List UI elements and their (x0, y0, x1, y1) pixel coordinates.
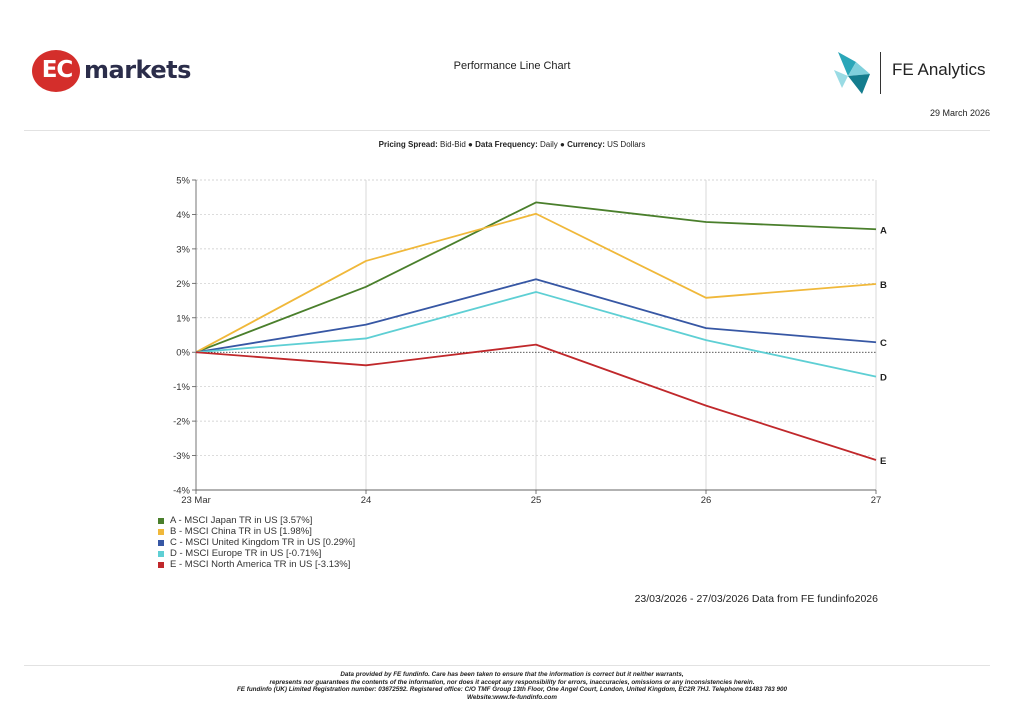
chart-legend: A - MSCI Japan TR in US [3.57%] B - MSCI … (158, 515, 355, 570)
fe-logo-text: FE Analytics (892, 60, 986, 79)
series-end-label: D (880, 373, 887, 384)
fe-analytics-logo: FE Analytics (832, 48, 992, 96)
currency-value: US Dollars (604, 140, 646, 149)
data-source-note: 23/03/2026 - 27/03/2026 Data from FE fun… (634, 593, 878, 605)
legend-swatch (158, 528, 164, 535)
x-tick-label: 24 (361, 495, 372, 506)
header-divider (24, 130, 990, 131)
disclaimer-line: Data provided by FE fundinfo. Care has b… (340, 671, 684, 678)
legend-item: E - MSCI North America TR in US [-3.13%] (158, 559, 355, 570)
x-tick-label: 27 (871, 495, 882, 506)
legend-swatch (158, 539, 164, 546)
disclaimer-line: FE fundinfo (UK) Limited Registration nu… (236, 686, 788, 694)
legend-swatch (158, 561, 164, 568)
fe-logo-mark-icon (834, 52, 870, 94)
ec-logo-circle (32, 50, 80, 92)
y-tick-label: -1% (173, 382, 190, 393)
y-tick-label: 0% (176, 348, 190, 359)
legend-item: A - MSCI Japan TR in US [3.57%] (158, 515, 355, 526)
series-line-d (195, 291, 877, 378)
pricing-value: Bid-Bid (437, 140, 466, 149)
ec-logo-letters: EC (41, 57, 74, 83)
y-tick-label: 3% (176, 244, 190, 255)
legend-item: B - MSCI China TR in US [1.98%] (158, 526, 355, 537)
frequency-label: Data Frequency: (475, 140, 538, 149)
y-tick-label: 5% (176, 176, 190, 187)
fe-logo-separator (880, 52, 881, 94)
x-tick-label: 25 (531, 495, 542, 506)
ec-logo-word: markets (84, 56, 191, 84)
legend-label: C - MSCI United Kingdom TR in US [0.29%] (170, 537, 356, 548)
series-end-label: B (880, 280, 887, 291)
pricing-label: Pricing Spread: (378, 140, 438, 149)
disclaimer-footer: Data provided by FE fundinfo. Care has b… (0, 671, 1024, 701)
series-line-b (195, 212, 877, 354)
y-tick-label: 1% (176, 313, 190, 324)
x-tick-label: 23 Mar (181, 495, 211, 506)
param-bullet: ● (465, 140, 476, 149)
legend-item: C - MSCI United Kingdom TR in US [0.29%] (158, 537, 355, 548)
legend-label: B - MSCI China TR in US [1.98%] (170, 526, 312, 537)
y-tick-label: -3% (173, 451, 190, 462)
x-tick-label: 26 (701, 495, 712, 506)
param-bullet: ● (557, 140, 568, 149)
y-tick-label: 4% (176, 210, 190, 221)
series-end-label: A (880, 225, 887, 236)
disclaimer-line: represents nor guarantees the contents o… (269, 678, 755, 686)
legend-swatch (158, 550, 164, 557)
chart-parameters: Pricing Spread: Bid-Bid ● Data Frequency… (0, 140, 1024, 149)
frequency-value: Daily (537, 140, 558, 149)
page-title: Performance Line Chart (453, 60, 571, 72)
series-end-label: C (880, 338, 887, 349)
y-tick-label: -4% (173, 486, 190, 497)
legend-label: D - MSCI Europe TR in US [-0.71%] (170, 548, 322, 559)
legend-label: E - MSCI North America TR in US [-3.13%] (170, 559, 351, 570)
report-date: 29 March 2026 (929, 108, 990, 118)
legend-label: A - MSCI Japan TR in US [3.57%] (170, 515, 313, 526)
series-line-e (195, 343, 877, 461)
y-tick-label: -2% (173, 417, 190, 428)
legend-swatch (158, 517, 164, 524)
ec-markets-logo: EC markets (32, 50, 192, 94)
currency-label: Currency: (567, 140, 605, 149)
disclaimer-line: Website:www.fe-fundinfo.com (467, 693, 557, 701)
series-end-label: E (880, 456, 886, 467)
series-line-c (195, 278, 877, 354)
y-tick-label: 2% (176, 279, 190, 290)
footer-divider (24, 665, 990, 666)
legend-item: D - MSCI Europe TR in US [-0.71%] (158, 548, 355, 559)
series-line-a (195, 201, 877, 354)
